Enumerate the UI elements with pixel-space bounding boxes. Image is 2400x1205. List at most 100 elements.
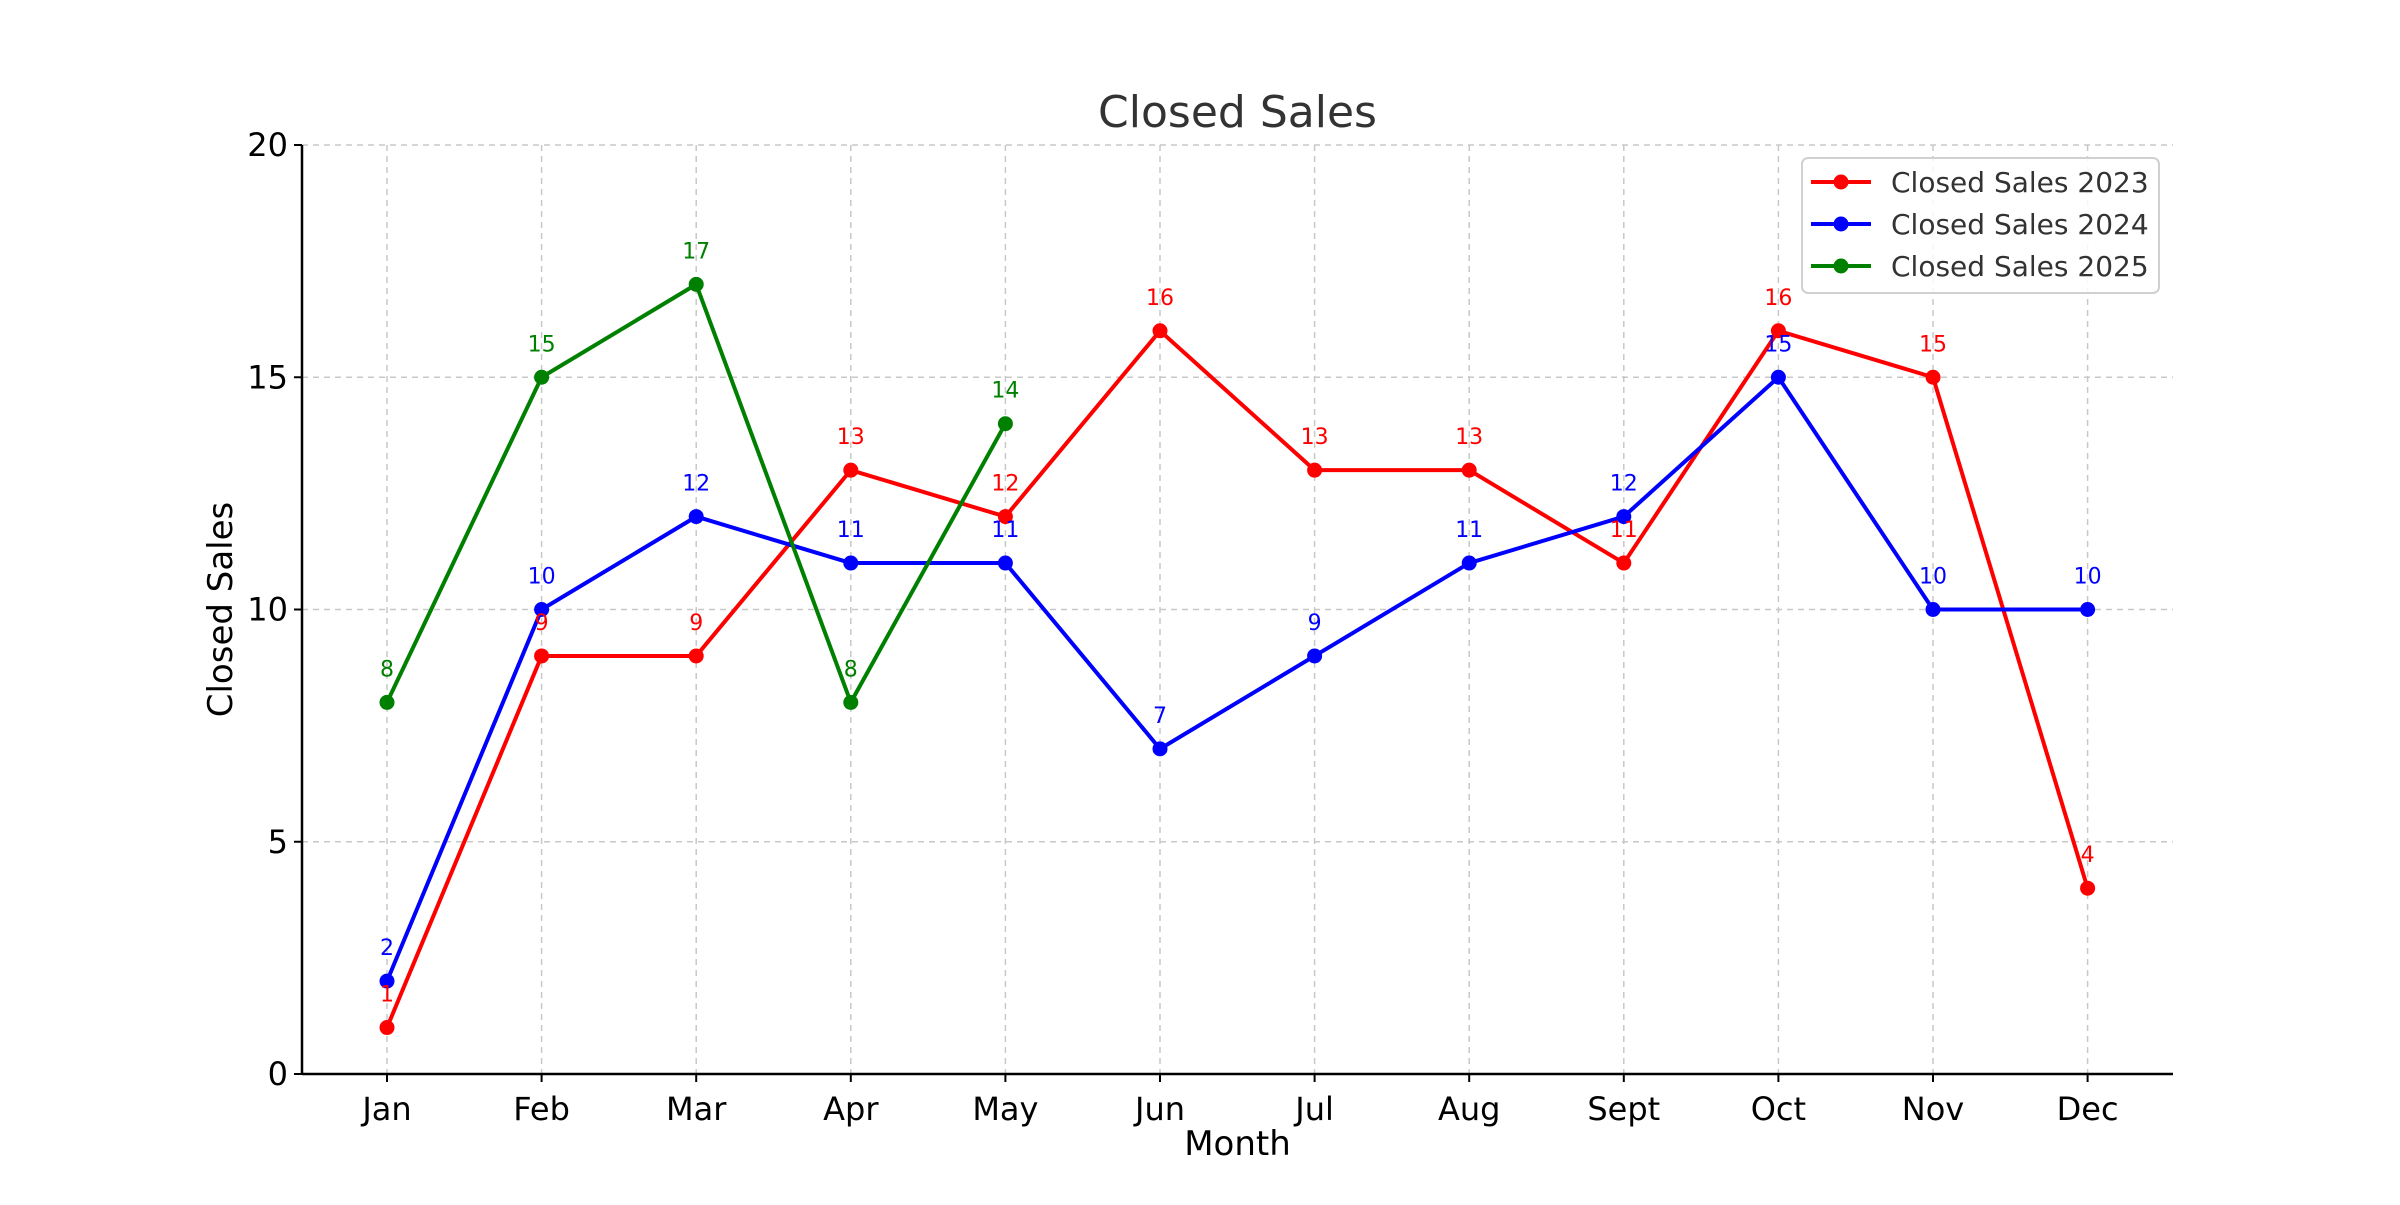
x-tick-labels: Jan Feb Mar Apr May Jun Jul Aug Sept Oct Nov Dec — [360, 1074, 2119, 1128]
data-point — [1307, 462, 1323, 478]
x-tick-label: Jun — [1133, 1090, 1185, 1128]
data-label: 9 — [689, 611, 703, 636]
y-tick-label: 5 — [268, 823, 288, 861]
data-point — [534, 369, 550, 385]
data-point — [1461, 555, 1477, 571]
series-2 — [379, 369, 2096, 989]
legend-box — [1801, 157, 2160, 294]
data-point — [843, 462, 859, 478]
data-label: 15 — [1764, 332, 1792, 357]
legend-item: Closed Sales 2025 — [1811, 250, 2149, 283]
x-tick-label: Mar — [666, 1090, 727, 1128]
data-label: 10 — [528, 565, 556, 590]
data-label: 16 — [1764, 286, 1792, 311]
data-label: 17 — [682, 239, 710, 264]
data-label: 10 — [1919, 565, 1947, 590]
x-tick-label: May — [972, 1090, 1038, 1128]
x-axis-title: Month — [1184, 1124, 1291, 1164]
legend-label: Closed Sales 2025 — [1891, 250, 2149, 283]
data-label: 9 — [1308, 611, 1322, 636]
data-point — [534, 602, 550, 617]
y-tick-label: 0 — [268, 1055, 288, 1093]
data-point — [997, 509, 1013, 525]
data-point — [1152, 741, 1168, 757]
data-point — [1925, 369, 1941, 385]
legend-label: Closed Sales 2024 — [1891, 208, 2149, 241]
data-label: 12 — [991, 472, 1019, 497]
legend-label: Closed Sales 2023 — [1891, 166, 2149, 199]
data-point — [379, 1020, 395, 1036]
data-label: 10 — [2074, 565, 2102, 590]
data-label: 13 — [1455, 425, 1483, 450]
data-label: 11 — [837, 518, 865, 543]
data-point — [843, 555, 859, 571]
legend-swatch-marker — [1833, 174, 1849, 190]
y-tick-label: 10 — [247, 591, 288, 629]
data-point — [379, 973, 395, 989]
x-tick-label: Dec — [2057, 1090, 2119, 1128]
data-label: 11 — [1455, 518, 1483, 543]
data-point — [2080, 602, 2096, 617]
data-point — [843, 694, 859, 710]
data-label: 4 — [2081, 843, 2095, 868]
series-3 — [379, 276, 1013, 710]
data-label: 7 — [1153, 704, 1167, 729]
data-point — [688, 509, 704, 525]
x-tick-label: Jul — [1293, 1090, 1334, 1128]
data-point — [997, 416, 1013, 432]
data-label: 9 — [535, 611, 549, 636]
data-label: 14 — [991, 379, 1019, 404]
legend-items: Closed Sales 2023 Closed Sales 2024 Closed… — [1811, 166, 2149, 283]
x-tick-label: Jan — [360, 1090, 411, 1128]
legend-swatch-marker — [1833, 216, 1849, 232]
x-tick-label: Aug — [1438, 1090, 1500, 1128]
data-point — [534, 648, 550, 664]
data-point — [1461, 462, 1477, 478]
data-label: 11 — [1610, 518, 1638, 543]
x-tick-label: Sept — [1587, 1090, 1660, 1128]
data-label: 8 — [844, 657, 858, 682]
series-line — [385, 328, 2090, 1029]
data-label: 13 — [837, 425, 865, 450]
chart-title: Closed Sales — [1098, 87, 1377, 138]
series-line — [385, 375, 2088, 982]
data-label: 15 — [528, 332, 556, 357]
data-point — [1152, 323, 1168, 339]
data-label: 15 — [1919, 332, 1947, 357]
data-point — [1616, 509, 1632, 525]
data-point — [2080, 880, 2096, 896]
data-label: 12 — [1610, 472, 1638, 497]
data-label: 13 — [1301, 425, 1329, 450]
legend: Closed Sales 2023 Closed Sales 2024 Closed… — [1801, 157, 2160, 294]
data-point — [1770, 369, 1786, 385]
y-tick-label: 20 — [247, 126, 288, 164]
data-point — [688, 276, 704, 292]
y-axis-title: Closed Sales — [201, 502, 241, 718]
x-tick-label: Apr — [823, 1090, 879, 1128]
legend-item: Closed Sales 2024 — [1811, 208, 2149, 241]
data-point — [379, 694, 395, 710]
data-point — [1925, 602, 1941, 617]
legend-swatch-marker — [1833, 258, 1849, 274]
x-tick-label: Oct — [1751, 1090, 1806, 1128]
data-point — [997, 555, 1013, 571]
data-labels: 1 9 9 13 12 16 13 13 11 16 15 4 2 10 12 11 11 7 9 11 12 15 10 1… — [380, 239, 2102, 1007]
data-point — [1307, 648, 1323, 664]
x-tick-label: Feb — [513, 1090, 570, 1128]
x-tick-label: Nov — [1902, 1090, 1964, 1128]
data-point — [1770, 323, 1786, 339]
data-label: 2 — [380, 936, 394, 961]
series-1 — [379, 323, 2096, 1036]
series — [379, 276, 2096, 1036]
data-label: 16 — [1146, 286, 1174, 311]
data-point — [688, 648, 704, 664]
legend-item: Closed Sales 2023 — [1811, 166, 2149, 199]
y-tick-labels: 0 5 10 15 20 — [247, 126, 302, 1093]
data-point — [1616, 555, 1632, 571]
y-tick-label: 15 — [247, 358, 288, 396]
data-label: 1 — [380, 983, 394, 1008]
data-label: 11 — [991, 518, 1019, 543]
data-label: 12 — [682, 472, 710, 497]
